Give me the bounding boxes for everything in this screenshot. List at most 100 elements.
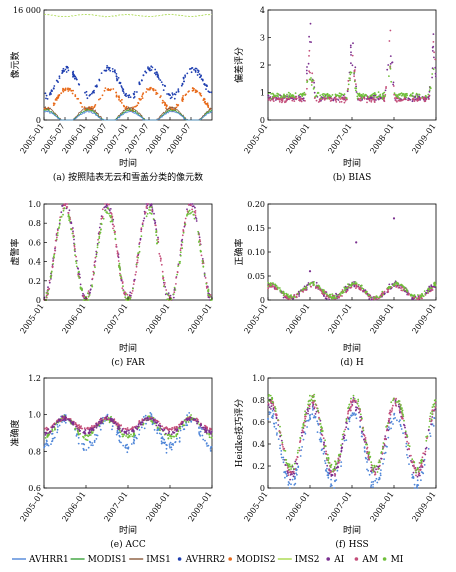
x-tick-label: 2006–01: [60, 490, 87, 523]
data-point: [387, 426, 390, 428]
data-point: [356, 402, 359, 405]
data-point: [362, 429, 365, 432]
data-point: [170, 448, 173, 451]
data-point: [98, 98, 100, 101]
data-point: [185, 421, 188, 423]
data-point: [426, 289, 428, 292]
data-point: [310, 84, 313, 86]
data-point: [183, 221, 186, 224]
data-point: [82, 436, 85, 439]
data-point: [115, 95, 118, 98]
data-point: [374, 98, 376, 101]
data-point: [181, 99, 184, 102]
data-point: [368, 96, 370, 98]
data-point: [73, 245, 76, 248]
data-point: [308, 70, 310, 73]
data-point: [46, 427, 48, 429]
data-point: [402, 432, 404, 435]
data-point: [293, 462, 296, 465]
data-point: [90, 106, 92, 109]
data-point: [407, 99, 410, 102]
data-point: [206, 445, 209, 447]
data-point: [98, 232, 101, 235]
data-point: [58, 75, 61, 78]
data-point: [91, 285, 94, 288]
data-point: [340, 93, 343, 96]
data-point: [335, 101, 338, 103]
data-point: [326, 453, 329, 456]
data-point: [98, 421, 100, 423]
x-tick-label: 2008–01: [144, 490, 171, 523]
data-point: [274, 406, 276, 408]
data-point: [89, 434, 92, 436]
data-point: [77, 273, 79, 276]
data-point: [339, 98, 342, 100]
data-point: [427, 93, 430, 96]
data-point: [338, 101, 341, 103]
data-point: [420, 459, 423, 462]
data-point: [343, 93, 346, 96]
data-point: [326, 92, 329, 95]
data-point: [426, 435, 429, 437]
data-point: [429, 432, 431, 435]
data-point: [324, 462, 327, 465]
data-point: [274, 283, 277, 286]
data-point: [313, 415, 316, 417]
data-point: [127, 429, 130, 432]
x-axis-label: 时间: [119, 524, 137, 536]
data-point: [93, 106, 96, 108]
data-point: [165, 447, 168, 450]
data-point: [287, 481, 290, 483]
data-point: [86, 434, 88, 437]
data-point: [301, 98, 304, 101]
data-point: [61, 69, 64, 72]
x-axis-label: 时间: [343, 157, 361, 169]
data-point: [337, 457, 340, 460]
data-point: [327, 476, 330, 479]
data-point: [141, 421, 144, 424]
data-point: [326, 471, 329, 474]
data-point: [182, 421, 184, 423]
data-point: [362, 93, 365, 95]
data-point: [331, 94, 334, 96]
data-point: [116, 432, 119, 435]
x-tick-label: 2009–01: [410, 122, 437, 155]
data-point: [101, 94, 104, 97]
outlier-point: [392, 217, 396, 220]
y-tick-label: 0: [36, 116, 41, 125]
data-point: [388, 412, 391, 415]
data-point: [359, 97, 362, 100]
data-point: [309, 416, 311, 418]
data-point: [431, 73, 434, 75]
outlier-point: [355, 241, 358, 244]
data-point: [418, 468, 420, 471]
data-point: [182, 428, 185, 431]
data-point: [270, 402, 272, 404]
series-AVHRR1: [43, 110, 213, 121]
data-point: [306, 426, 308, 428]
data-point: [133, 96, 136, 98]
data-point: [270, 97, 273, 100]
data-point: [155, 424, 158, 427]
data-point: [181, 83, 184, 86]
data-point: [354, 89, 357, 92]
data-point: [430, 284, 433, 287]
data-point: [164, 286, 167, 288]
data-point: [389, 29, 392, 32]
data-point: [276, 432, 278, 434]
data-point: [152, 89, 155, 92]
data-point: [109, 69, 112, 72]
data-point: [188, 417, 191, 420]
data-point: [155, 93, 158, 95]
data-point: [140, 235, 143, 238]
data-point: [197, 233, 200, 236]
data-point: [106, 65, 108, 67]
data-point: [139, 423, 142, 426]
data-point: [358, 411, 360, 414]
data-point: [361, 99, 363, 101]
data-point: [390, 401, 393, 404]
data-point: [289, 95, 292, 98]
data-point: [76, 433, 78, 436]
data-point: [308, 283, 310, 285]
data-point: [112, 227, 114, 230]
